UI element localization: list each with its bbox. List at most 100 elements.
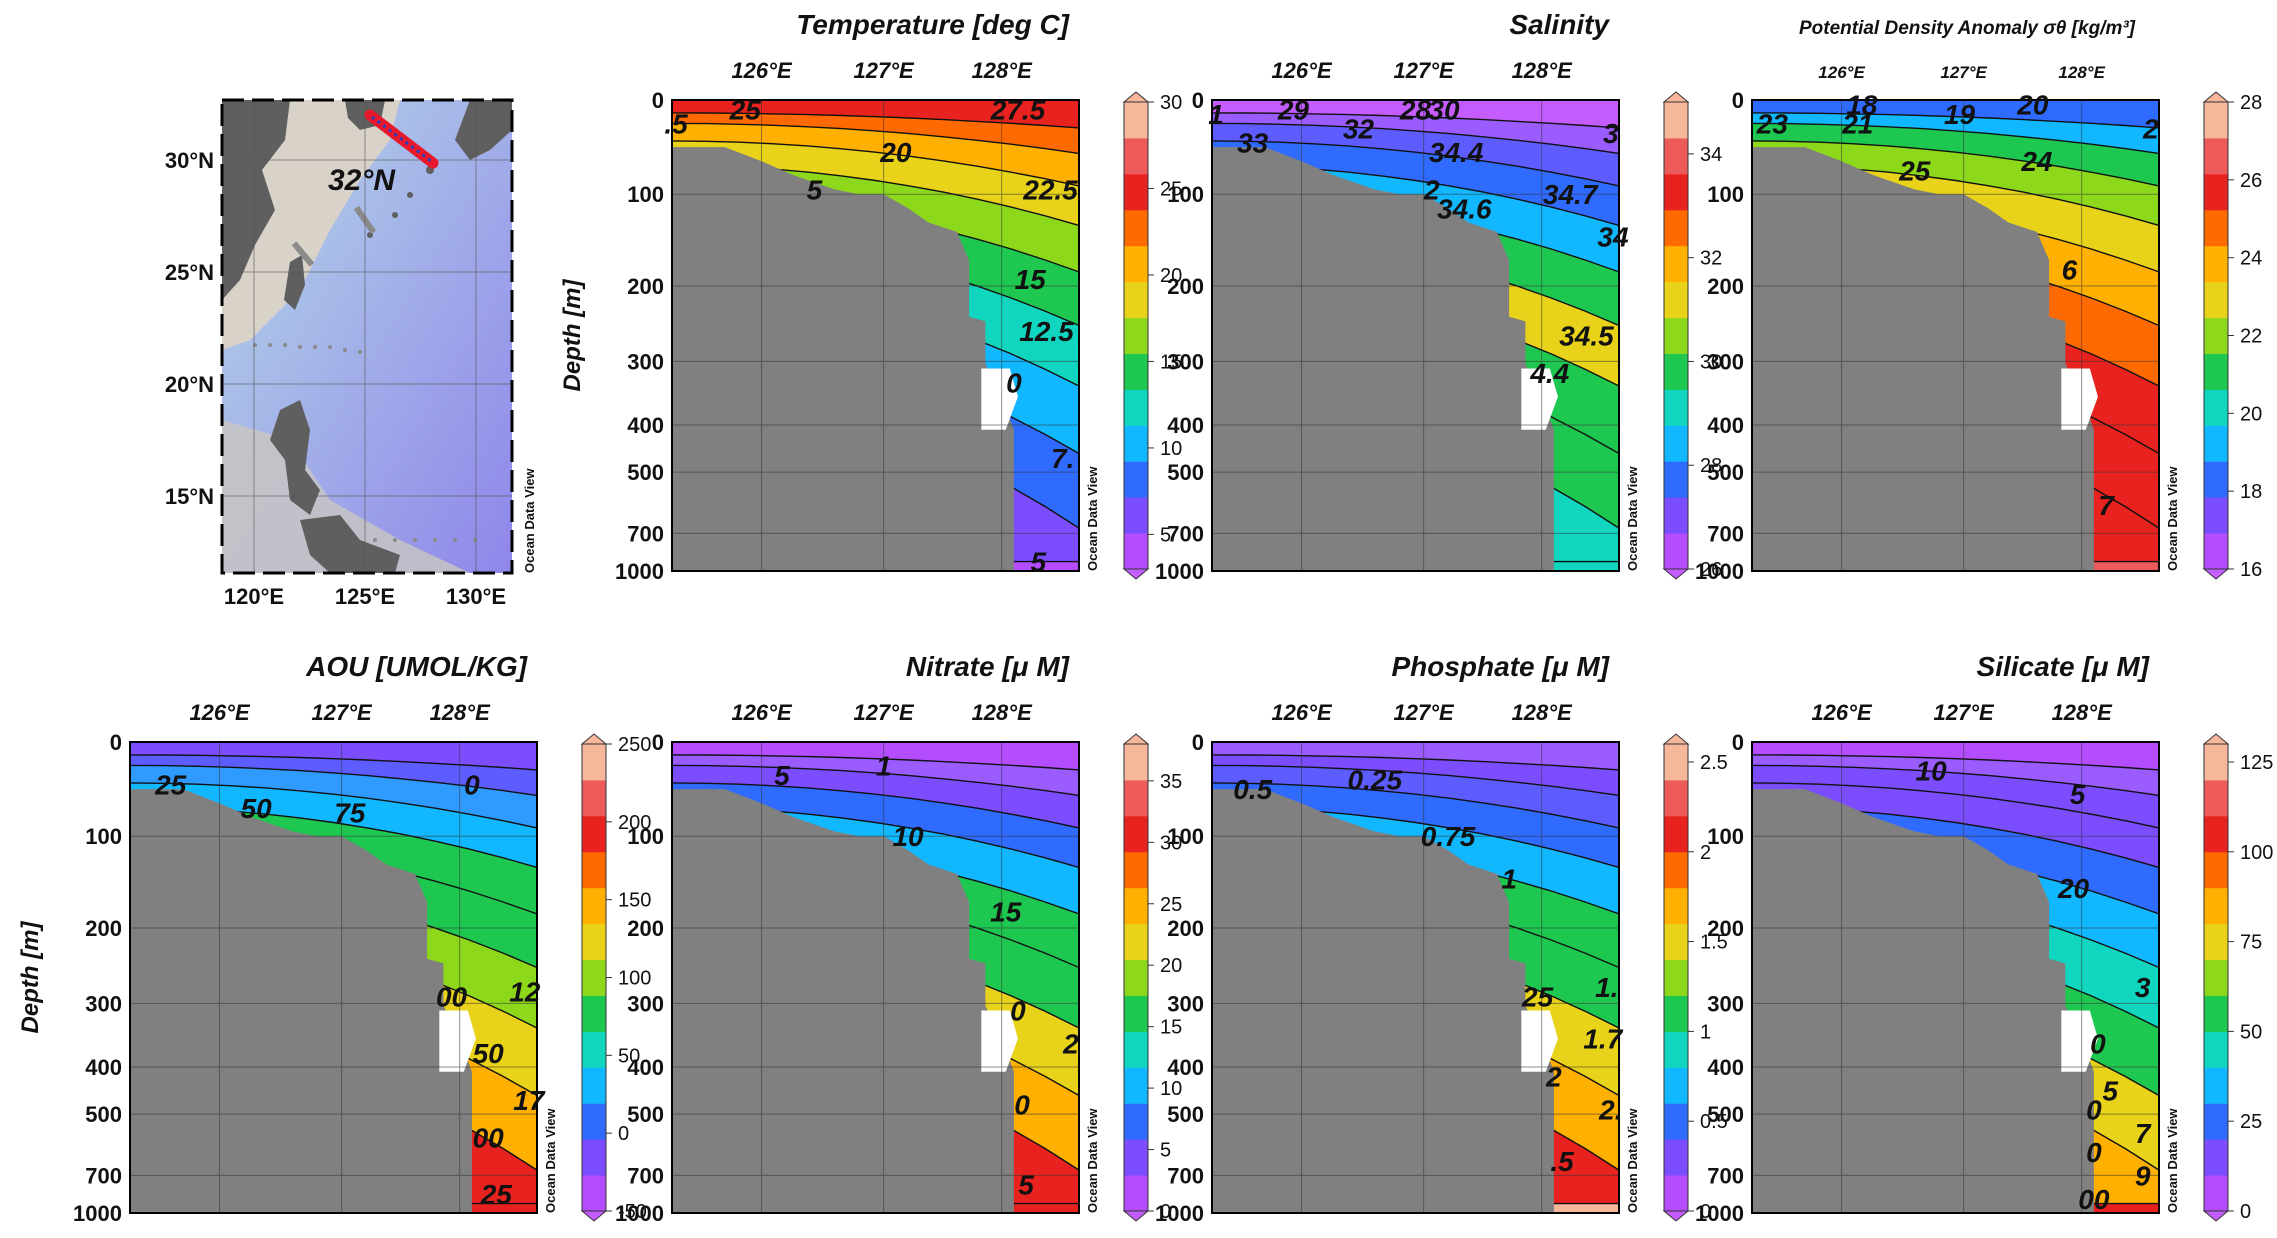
colorbar-segment [582,887,606,925]
contour-label: 20 [2057,873,2090,904]
colorbar-segment [1124,815,1148,853]
x-tick-label: 126°E [1271,58,1333,83]
colorbar-segment [1664,887,1688,925]
x-tick-label: 126°E [189,700,251,725]
colorbar-segment [1124,497,1148,534]
colorbar-segment [2204,281,2228,319]
colorbar-cap-top [1662,733,1690,745]
y-tick-label: 300 [1167,349,1204,374]
colorbar-segment [2204,533,2228,570]
colorbar-segment [2204,995,2228,1032]
contour-label: 2 [1062,1028,1079,1059]
colorbar-tick-label: 10 [1160,438,1182,460]
colorbar-segment [1124,317,1148,354]
colorbar-segment [1124,281,1148,319]
lat-label: 30°N [165,148,214,173]
colorbar-segment [1664,923,1688,961]
contour-label: 20 [879,137,912,168]
colorbar-segment [582,851,606,889]
panel-title: Phosphate [μ M] [1391,651,1610,682]
y-tick-label: 700 [1707,1163,1744,1188]
y-tick-label: 500 [1707,1102,1744,1127]
contour-label: 2 [1423,174,1440,205]
map-land-china [222,100,290,300]
x-tick-label: 126°E [731,58,793,83]
y-tick-label: 400 [1707,413,1744,438]
y-tick-label: 0 [1732,730,1744,755]
contour-label: 0.5 [1233,774,1272,805]
colorbar-segment [1124,995,1148,1032]
map-gridlines [222,100,512,573]
y-tick-label: 200 [1167,274,1204,299]
y-tick-label: 400 [1167,413,1204,438]
contour-label: 12.5 [1019,316,1074,347]
x-tick-label: 127°E [854,700,916,725]
colorbar-segment [1664,779,1688,817]
colorbar-segment [1124,779,1148,817]
colorbar-segment [1124,353,1148,390]
contour-label: 19 [1944,99,1976,130]
y-tick-label: 200 [85,916,122,941]
x-tick-label: 128°E [1512,700,1574,725]
colorbar-segment [1664,173,1688,211]
y-tick-label: 500 [627,460,664,485]
colorbar-segment [1124,887,1148,925]
contour-label: 25 [1521,981,1554,1012]
x-tick-label: 126°E [1818,63,1865,82]
contour-label: 5 [2102,1076,2118,1107]
colorbar-segment [1124,1103,1148,1140]
contour-line [671,122,1080,155]
colorbar-tick-label: 20 [2240,403,2262,425]
y-tick-label: 0 [110,730,122,755]
contour-line [671,140,1080,187]
contour-label: 25 [1898,156,1931,187]
x-tick-label: 127°E [1934,700,1996,725]
contour-label: 29 [1277,94,1310,125]
y-tick-label: 100 [1167,182,1204,207]
colorbar-segment [1664,533,1688,570]
colorbar-cap-top [2202,91,2230,103]
colorbar-segment [1664,851,1688,889]
colorbar-tick-label: 5 [1160,524,1171,546]
colorbar-tick-label: 25 [1160,178,1182,200]
lat-label: 25°N [165,260,214,285]
colorbar-segment [2204,102,2228,139]
y-axis-label: Depth [m] [17,921,44,1034]
y-tick-label: 400 [1167,1055,1204,1080]
contour-label: 21 [1841,109,1873,140]
x-tick-labels: 126°E 127°E 128°E [731,58,1033,83]
colorbar-segment [1664,995,1688,1032]
x-tick-label: 127°E [312,700,374,725]
x-tick-label: 126°E [1811,700,1873,725]
y-tick-label: 1000 [1155,559,1204,584]
colorbar-segment [1124,425,1148,462]
colorbar-segment [1124,461,1148,498]
y-tick-label: 300 [1167,991,1204,1016]
colorbar-tick-label: 28 [1700,455,1722,477]
bathymetry [1752,789,2094,1213]
contour-label: 3 [2135,972,2151,1003]
y-tick-label: 400 [85,1055,122,1080]
colorbar-tick-label: 32 [1700,248,1722,270]
field-band [130,765,537,828]
panel-title: Temperature [deg C] [796,9,1070,40]
colorbar-segment [1124,923,1148,961]
colorbar-segment [2204,815,2228,853]
colorbar-tick-label: 75 [2240,932,2262,954]
y-tick-label: 500 [1167,460,1204,485]
contour-label: .5 [664,109,688,140]
colorbar-segment [2204,959,2228,996]
contour-label: 50 [241,793,273,824]
contour-label: 3 [1603,118,1619,149]
x-tick-labels: 126°E 127°E 128°E [731,700,1033,725]
contour-label: 25 [154,769,187,800]
colorbar-segment [1664,1067,1688,1104]
colorbar: 0 5 10 15 20 25 30 35 [1122,733,1182,1223]
colorbar-cap-bottom [2202,1210,2230,1222]
contour-label: 1.7 [1583,1024,1623,1055]
